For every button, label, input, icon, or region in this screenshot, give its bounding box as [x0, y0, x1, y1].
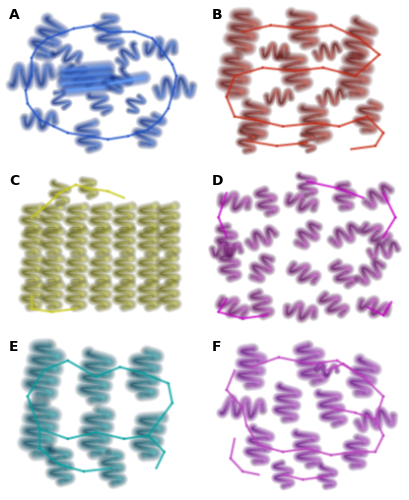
- Text: D: D: [212, 174, 223, 188]
- Text: E: E: [9, 340, 18, 354]
- Text: B: B: [212, 8, 222, 22]
- Text: C: C: [9, 174, 19, 188]
- Text: A: A: [9, 8, 20, 22]
- Text: F: F: [212, 340, 221, 354]
